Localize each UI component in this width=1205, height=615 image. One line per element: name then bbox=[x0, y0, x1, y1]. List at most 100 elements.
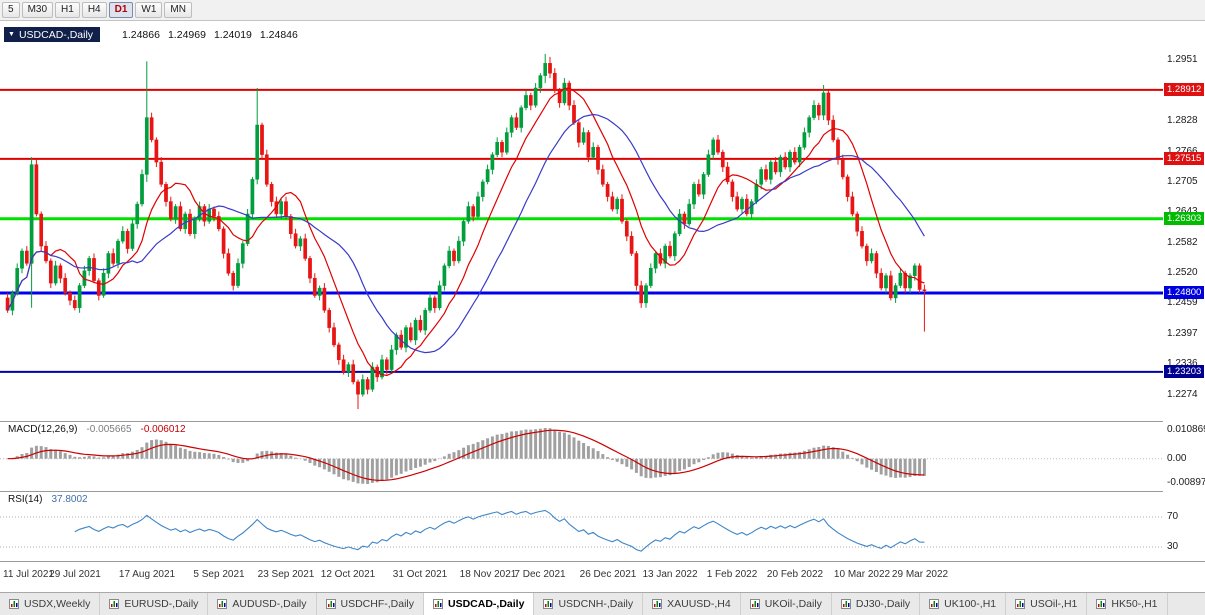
macd-axis-label: 0.00 bbox=[1167, 453, 1187, 464]
chart-tab-usdcad-daily[interactable]: USDCAD-,Daily bbox=[424, 593, 535, 615]
chart-tab-xauusd-h4[interactable]: XAUUSD-,H4 bbox=[643, 593, 741, 615]
time-axis-label: 20 Feb 2022 bbox=[766, 569, 824, 580]
chart-tab-audusd-daily[interactable]: AUDUSD-,Daily bbox=[208, 593, 317, 615]
chart-tab-ukoil-daily[interactable]: UKOil-,Daily bbox=[740, 593, 832, 615]
chart-window[interactable]: ▼ USDCAD-,Daily 1.24866 1.24969 1.24019 … bbox=[0, 21, 1205, 593]
chart-icon bbox=[433, 599, 444, 609]
timeframe-button-h4[interactable]: H4 bbox=[81, 2, 107, 18]
chart-tab-label: HK50-,H1 bbox=[1111, 598, 1158, 610]
time-axis-label: 13 Jan 2022 bbox=[642, 569, 698, 580]
price-axis-label: 1.2766 bbox=[1167, 146, 1198, 158]
price-axis-label: 1.2336 bbox=[1167, 358, 1198, 369]
time-axis-label: 10 Mar 2022 bbox=[833, 569, 891, 580]
timeframe-button-5[interactable]: 5 bbox=[2, 2, 20, 18]
time-axis-label: 29 Mar 2022 bbox=[891, 569, 949, 580]
time-axis-label: 17 Aug 2021 bbox=[118, 569, 176, 580]
chart-tab-usdx-weekly[interactable]: USDX,Weekly bbox=[0, 593, 101, 615]
timeframe-button-mn[interactable]: MN bbox=[164, 2, 192, 18]
price-axis-label: 1.2705 bbox=[1167, 176, 1198, 187]
chart-tab-usoil-h1[interactable]: USOil-,H1 bbox=[1006, 593, 1088, 615]
time-axis-label: 23 Sep 2021 bbox=[257, 569, 315, 580]
rsi-indicator-label: RSI(14) 37.8002 bbox=[6, 494, 90, 505]
chart-tab-label: USDCAD-,Daily bbox=[448, 598, 525, 610]
time-axis-label: 26 Dec 2021 bbox=[579, 569, 637, 580]
time-axis-label: 12 Oct 2021 bbox=[320, 569, 376, 580]
macd-main-value: -0.005665 bbox=[86, 424, 132, 435]
chart-tab-uk100-h1[interactable]: UK100-,H1 bbox=[920, 593, 1007, 615]
chart-tab-label: DJ30-,Daily bbox=[855, 598, 911, 610]
time-axis-label: 29 Jul 2021 bbox=[49, 569, 101, 580]
chevron-down-icon[interactable]: ▼ bbox=[8, 31, 15, 38]
chart-tab-label: AUDUSD-,Daily bbox=[232, 598, 307, 610]
chart-tab-label: UKOil-,Daily bbox=[764, 598, 822, 610]
macd-histogram bbox=[10, 428, 926, 484]
timeframe-button-m30[interactable]: M30 bbox=[21, 2, 54, 18]
chart-tab-hk50-h1[interactable]: HK50-,H1 bbox=[1087, 593, 1168, 615]
chart-icon bbox=[543, 599, 554, 609]
rsi-value: 37.8002 bbox=[51, 494, 88, 505]
chart-tab-label: EURUSD-,Daily bbox=[124, 598, 199, 610]
rsi-axis-label: 70 bbox=[1167, 511, 1179, 522]
time-axis[interactable]: 11 Jul 2021 29 Jul 2021 17 Aug 2021 5 Sep 2… bbox=[0, 561, 1163, 593]
price-line-badge: 1.26303 bbox=[1164, 212, 1204, 225]
chart-icon bbox=[1015, 599, 1026, 609]
price-axis-label: 1.2643 bbox=[1167, 206, 1198, 218]
frame-layer bbox=[0, 21, 1205, 562]
price-axis-label: 1.2397 bbox=[1167, 328, 1198, 339]
chart-icon bbox=[840, 599, 851, 609]
chart-tab-label: USDCHF-,Daily bbox=[340, 598, 415, 610]
time-axis-label: 31 Oct 2021 bbox=[392, 569, 448, 580]
chart-tab-label: UK100-,H1 bbox=[944, 598, 997, 610]
chart-icon bbox=[325, 599, 336, 609]
price-axis-label: 1.2582 bbox=[1167, 237, 1198, 248]
timeframe-toolbar: 5 M30 H1 H4 D1 W1 MN bbox=[0, 0, 1205, 21]
macd-signal-value: -0.006012 bbox=[140, 424, 186, 435]
rsi-axis-label: 30 bbox=[1167, 541, 1179, 552]
chart-tab-label: USDX,Weekly bbox=[24, 598, 91, 610]
timeframe-button-d1[interactable]: D1 bbox=[108, 2, 134, 18]
chart-icon bbox=[217, 599, 228, 609]
time-axis-label: 11 Jul 2021 bbox=[3, 569, 54, 580]
price-line-badge: 1.24800 bbox=[1164, 286, 1204, 299]
ohlc-low: 1.24019 bbox=[213, 29, 252, 41]
chart-symbol-period: USDCAD-,Daily bbox=[18, 28, 94, 41]
ohlc-open: 1.24866 bbox=[122, 29, 160, 41]
macd-name: MACD(12,26,9) bbox=[8, 424, 78, 435]
rsi-name: RSI(14) bbox=[8, 494, 43, 505]
chart-icon bbox=[652, 599, 663, 609]
chart-tab-eurusd-daily[interactable]: EURUSD-,Daily bbox=[100, 593, 209, 615]
price-line-badge: 1.28912 bbox=[1164, 83, 1204, 96]
ma-lines-layer bbox=[7, 87, 925, 377]
chart-icon bbox=[9, 599, 19, 609]
chart-icon bbox=[929, 599, 940, 609]
price-line-badge: 1.23203 bbox=[1164, 365, 1204, 378]
chart-title-bar: ▼ USDCAD-,Daily bbox=[4, 27, 101, 42]
macd-axis-label: -0.008974 bbox=[1167, 477, 1205, 488]
timeframe-button-h1[interactable]: H1 bbox=[55, 2, 80, 18]
time-axis-label: 18 Nov 2021 bbox=[459, 569, 517, 580]
chart-icon bbox=[109, 599, 120, 609]
candles-layer bbox=[5, 53, 927, 410]
macd-signal-line bbox=[7, 429, 925, 482]
chart-tab-dj30-daily[interactable]: DJ30-,Daily bbox=[831, 593, 921, 615]
time-axis-label: 1 Feb 2022 bbox=[706, 569, 758, 580]
timeframe-button-w1[interactable]: W1 bbox=[135, 2, 163, 18]
chart-tabs-bar: USDX,Weekly EURUSD-,Daily AUDUSD-,Daily USD… bbox=[0, 592, 1205, 615]
chart-tab-usdcnh-daily[interactable]: USDCNH-,Daily bbox=[534, 593, 644, 615]
chart-tab-usdchf-daily[interactable]: USDCHF-,Daily bbox=[316, 593, 425, 615]
macd-axis-label: 0.010869 bbox=[1167, 424, 1205, 435]
ma-slow-line bbox=[7, 113, 925, 354]
time-axis-label: 7 Dec 2021 bbox=[514, 569, 566, 580]
main-chart-canvas[interactable] bbox=[0, 21, 1205, 593]
price-line-badge: 1.27515 bbox=[1164, 152, 1204, 165]
price-axis-label: 1.2828 bbox=[1167, 115, 1198, 126]
price-axis-label: 1.2274 bbox=[1167, 389, 1198, 400]
ohlc-high: 1.24969 bbox=[167, 29, 206, 41]
price-axis-label: 1.2951 bbox=[1167, 54, 1198, 65]
ohlc-close: 1.24846 bbox=[259, 29, 298, 41]
price-axis[interactable]: 1.29511.28911.28281.27661.27051.26431.25… bbox=[1163, 21, 1205, 561]
ohlc-readout: 1.24866 1.24969 1.24019 1.24846 bbox=[122, 29, 298, 41]
rsi-line bbox=[74, 509, 925, 552]
price-axis-label: 1.2520 bbox=[1167, 267, 1198, 278]
